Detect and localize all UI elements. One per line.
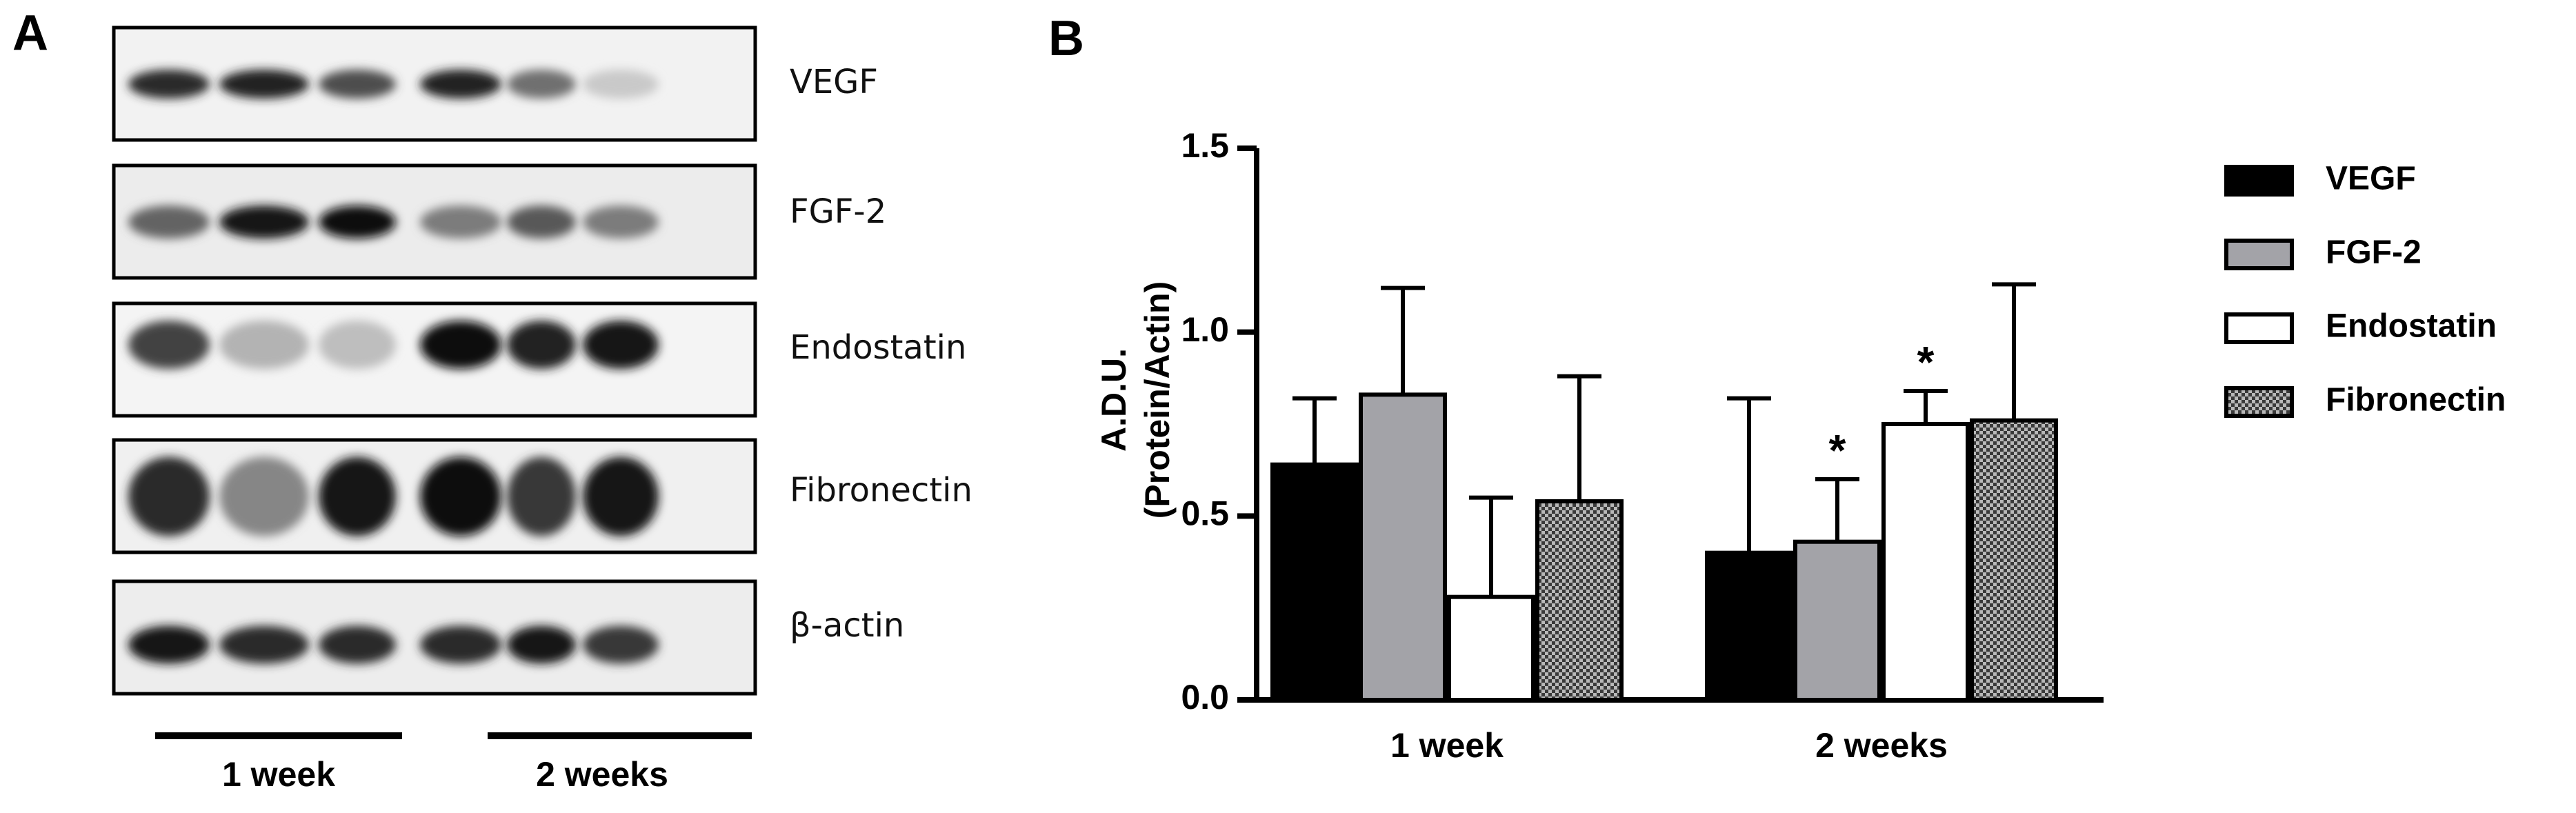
blot-band — [319, 205, 396, 239]
blot-band — [128, 205, 210, 239]
blot-vegf: VEGF — [112, 26, 878, 142]
blot-bands — [128, 70, 659, 99]
blot-band — [420, 321, 501, 369]
panel-b-letter: B — [1048, 11, 1084, 66]
blot-band — [507, 456, 576, 536]
group-label-2-weeks: 2 weeks — [536, 755, 668, 794]
blot-label-beta-actin: β-actin — [790, 606, 904, 645]
blot-bands — [128, 205, 659, 239]
blot-band — [507, 205, 576, 239]
blot-bands — [128, 456, 659, 536]
bar-fibronectin-0 — [1535, 499, 1624, 702]
x-tick-label: 2 weeks — [1815, 726, 1948, 765]
bar-endostatin-1 — [1881, 422, 1970, 702]
bar-endostatin-0 — [1447, 594, 1535, 703]
blot-band — [128, 321, 210, 369]
blot-band — [128, 456, 210, 536]
blot-label-fibronectin: Fibronectin — [790, 471, 972, 510]
panel-a: A VEGF FGF-2 Endostatin — [12, 6, 972, 794]
blot-fibronectin: Fibronectin — [112, 438, 972, 554]
bar-vegf-1 — [1705, 550, 1793, 703]
legend-label: FGF-2 — [2326, 234, 2422, 271]
blot-band — [219, 205, 309, 239]
legend-label: VEGF — [2326, 161, 2416, 197]
y-tick-label: 0.5 — [1181, 494, 1229, 533]
blot-band — [420, 70, 501, 99]
significance-marker: * — [1917, 337, 1935, 387]
blot-label-endostatin: Endostatin — [790, 328, 966, 367]
blot-band — [507, 70, 576, 99]
lane-group-bars: 1 week 2 weeks — [155, 732, 752, 794]
blot-band — [219, 456, 309, 536]
blot-endostatin: Endostatin — [112, 301, 966, 418]
blot-band — [319, 321, 396, 369]
blot-band — [583, 205, 659, 239]
blot-band — [420, 625, 501, 664]
y-axis-title: A.D.U. (Protein/Actin) — [1095, 281, 1177, 519]
y-axis-title-line-2: (Protein/Actin) — [1138, 281, 1177, 519]
blot-band — [583, 70, 659, 99]
blot-band — [128, 625, 210, 664]
blot-beta-actin: β-actin — [112, 579, 904, 696]
legend: VEGF FGF-2 Endostatin Fibronectin — [2224, 161, 2506, 419]
y-tick-label: 1.0 — [1181, 310, 1229, 349]
blot-band — [219, 625, 309, 664]
significance-marker: * — [1829, 425, 1846, 475]
blot-band — [507, 321, 576, 369]
blot-label-fgf2: FGF-2 — [790, 192, 886, 231]
blot-band — [319, 456, 396, 536]
panel-b: B A.D.U. (Protein/Actin) 0.00.51.01.5 **… — [1048, 11, 2506, 765]
bar-fgf-2-0 — [1359, 392, 1447, 702]
panel-a-letter: A — [12, 6, 48, 61]
blot-band — [507, 625, 576, 664]
y-tick-label: 0.0 — [1181, 678, 1229, 716]
blot-band — [128, 70, 210, 99]
blot-band — [420, 456, 501, 536]
x-axis-tick-labels: 1 week 2 weeks — [1390, 726, 1948, 765]
blot-fgf2: FGF-2 — [112, 163, 886, 280]
blot-label-vegf: VEGF — [790, 63, 878, 101]
y-axis-ticks: 0.0 0.5 1.0 1.5 — [1181, 126, 1257, 716]
bar-vegf-0 — [1270, 462, 1359, 703]
blot-band — [583, 625, 659, 664]
bar-fgf-2-1 — [1793, 539, 1881, 703]
blot-band — [319, 70, 396, 99]
blot-panels: VEGF FGF-2 Endostatin Fibronectin — [112, 26, 972, 696]
legend-swatch — [2224, 165, 2294, 197]
legend-swatch — [2224, 239, 2294, 270]
blot-band — [219, 321, 309, 369]
legend-swatch — [2224, 312, 2294, 344]
blot-band — [583, 321, 659, 369]
blot-band — [319, 625, 396, 664]
blot-band — [583, 456, 659, 536]
y-tick-label: 1.5 — [1181, 126, 1229, 165]
blot-band — [420, 205, 501, 239]
legend-label: Endostatin — [2326, 308, 2497, 345]
x-tick-label: 1 week — [1390, 726, 1504, 765]
blot-band — [219, 70, 309, 99]
legend-label: Fibronectin — [2326, 382, 2506, 419]
blot-bands — [128, 625, 659, 664]
bar-series: ** — [1270, 282, 2058, 703]
legend-swatch — [2224, 386, 2294, 418]
group-label-1-week: 1 week — [222, 755, 335, 794]
y-axis-title-line-1: A.D.U. — [1095, 348, 1133, 452]
bar-fibronectin-1 — [1970, 418, 2058, 703]
blot-bands — [128, 321, 659, 369]
